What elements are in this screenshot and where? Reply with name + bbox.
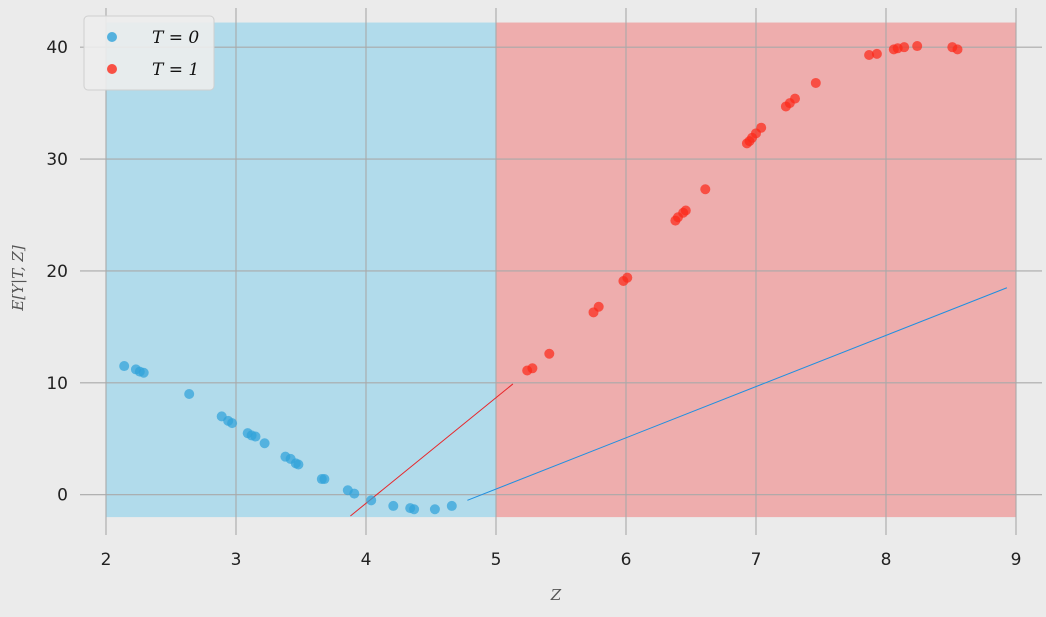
point-s1-1 (527, 363, 538, 374)
point-s1-20 (810, 77, 821, 88)
point-s1-21 (864, 49, 875, 60)
x-tick-label: 9 (1011, 550, 1022, 570)
x-tick-label: 4 (361, 550, 372, 570)
fit-line-0 (350, 383, 514, 517)
legend-marker-0 (107, 32, 117, 42)
point-s1-26 (912, 41, 923, 52)
point-s1-11 (700, 184, 711, 195)
x-tick-label: 5 (491, 550, 502, 570)
point-s1-16 (756, 122, 767, 133)
y-tick-label: 30 (46, 150, 68, 170)
x-tick-labels: 2 3 4 5 6 7 8 9 (101, 550, 1022, 570)
legend: T = 0 T = 1 (83, 15, 215, 91)
x-tick-label: 8 (881, 550, 892, 570)
point-s0-11 (259, 438, 270, 449)
regions-layer (106, 22, 1016, 518)
point-s1-6 (622, 272, 633, 283)
point-s0-25 (446, 500, 457, 511)
point-s1-28 (952, 44, 963, 55)
points-layer (119, 41, 963, 515)
point-s1-10 (680, 205, 691, 216)
y-tick-label: 40 (46, 38, 68, 58)
y-tick-label: 0 (57, 486, 68, 506)
x-tick-label: 7 (751, 550, 762, 570)
point-s0-7 (227, 418, 238, 429)
fit-lines-layer (350, 287, 1008, 517)
x-tick-label: 6 (621, 550, 632, 570)
point-s1-4 (593, 301, 604, 312)
point-s1-19 (790, 93, 800, 104)
x-tick-label: 2 (101, 550, 112, 570)
point-s0-20 (366, 495, 377, 506)
legend-label-0: T = 0 (152, 28, 199, 48)
y-tick-label: 20 (46, 262, 68, 282)
fit-line-1 (467, 287, 1008, 501)
point-s0-23 (409, 504, 420, 515)
point-s1-22 (871, 48, 882, 59)
point-s0-21 (388, 500, 399, 511)
point-s0-0 (119, 361, 130, 372)
legend-label-1: T = 1 (152, 60, 199, 80)
point-s0-3 (138, 367, 149, 378)
point-s0-10 (250, 431, 261, 442)
point-s1-2 (544, 348, 555, 359)
y-tick-labels: 0 10 20 30 40 (46, 38, 68, 506)
point-s0-17 (319, 474, 330, 485)
point-s0-4 (184, 389, 195, 400)
grid-layer (80, 8, 1042, 535)
point-s0-15 (293, 459, 304, 470)
x-tick-label: 3 (231, 550, 242, 570)
y-axis-label: E[Y|T, Z] (9, 245, 27, 312)
x-axis-label: Z (550, 586, 562, 604)
point-s0-24 (429, 504, 440, 515)
legend-box (83, 15, 215, 91)
point-s1-25 (899, 42, 910, 53)
legend-marker-1 (107, 64, 117, 74)
region-0 (106, 22, 496, 518)
point-s0-19 (349, 488, 360, 499)
y-tick-label: 10 (46, 374, 68, 394)
